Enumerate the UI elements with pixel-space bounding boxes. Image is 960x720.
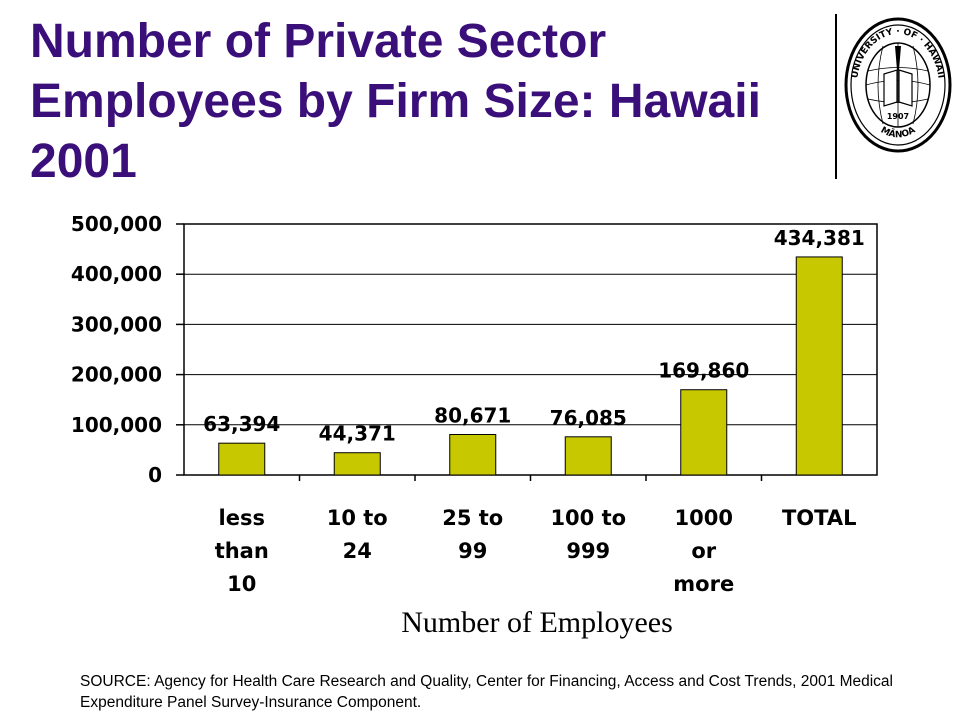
x-tick-label: 999: [566, 539, 610, 563]
y-tick-label: 300,000: [71, 312, 162, 336]
data-label: 76,085: [550, 406, 627, 430]
bar: [795, 256, 843, 476]
y-tick-label: 100,000: [71, 413, 162, 437]
svg-text:1907: 1907: [887, 112, 909, 121]
x-tick-label: 24: [343, 539, 372, 563]
bar: [218, 442, 266, 476]
x-axis-label: Number of Employees: [401, 606, 673, 639]
title-divider: [835, 14, 837, 179]
bar: [449, 434, 497, 476]
x-tick-label: 100 to: [550, 506, 626, 530]
bar: [680, 389, 728, 476]
x-tick-label: less: [219, 506, 265, 530]
x-tick-label: 99: [458, 539, 487, 563]
page-title: Number of Private Sector Employees by Fi…: [30, 15, 761, 188]
university-seal-logo: UNIVERSITY · OF · HAWAII MĀNOA 1907: [844, 17, 952, 153]
data-label: 80,671: [434, 404, 511, 428]
y-tick-label: 200,000: [71, 363, 162, 387]
y-tick-label: 0: [148, 463, 162, 487]
y-tick-label: 400,000: [71, 262, 162, 286]
data-label: 44,371: [319, 422, 396, 446]
data-label: 434,381: [774, 226, 865, 250]
x-tick-label: than: [215, 539, 269, 563]
plot-area: [183, 223, 878, 476]
svg-text:MĀNOA: MĀNOA: [879, 125, 917, 140]
x-tick-label: more: [673, 572, 734, 596]
data-label: 63,394: [203, 412, 280, 436]
source-note: SOURCE: Agency for Health Care Research …: [80, 673, 893, 711]
y-tick-label: 500,000: [71, 212, 162, 236]
x-tick-label: 10 to: [327, 506, 388, 530]
data-label: 169,860: [658, 359, 749, 383]
bar: [333, 452, 381, 476]
x-tick-label: 25 to: [442, 506, 503, 530]
x-tick-label: or: [691, 539, 716, 563]
x-tick-label: 1000: [675, 506, 733, 530]
x-tick-label: TOTAL: [782, 506, 857, 530]
x-tick-label: 10: [227, 572, 256, 596]
bar: [564, 436, 612, 476]
